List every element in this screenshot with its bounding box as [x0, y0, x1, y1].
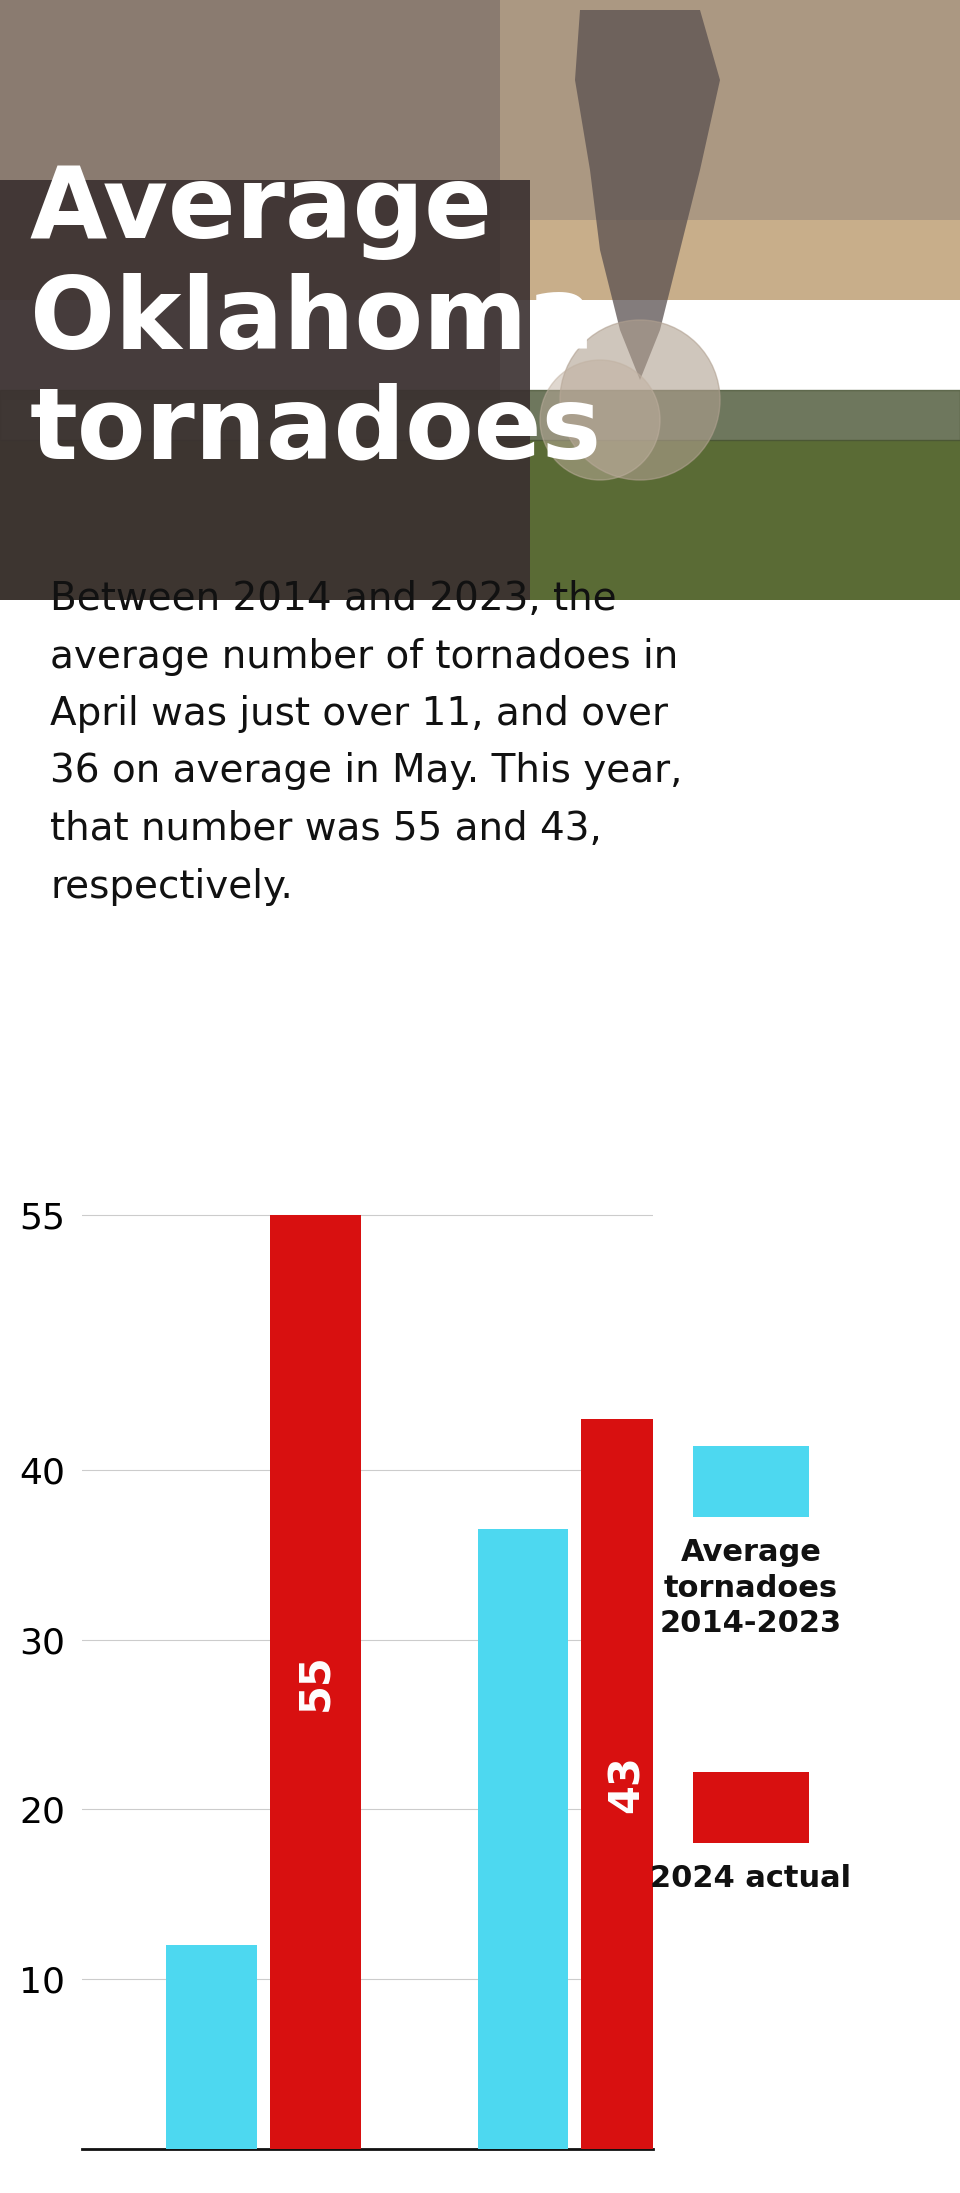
Text: Between 2014 and 2023, the
average number of tornadoes in
April was just over 11: Between 2014 and 2023, the average numbe… — [50, 579, 683, 906]
Polygon shape — [575, 11, 720, 379]
Bar — [270, 1215, 361, 2149]
Text: Average: Average — [30, 162, 493, 261]
Bar — [0, 0, 960, 300]
Bar — [166, 1945, 257, 2149]
Text: Average
tornadoes
2014-2023: Average tornadoes 2014-2023 — [660, 1537, 842, 1638]
Text: 43: 43 — [606, 1754, 648, 1814]
Text: 55: 55 — [295, 1654, 336, 1711]
Bar — [0, 441, 960, 601]
Bar — [0, 0, 500, 399]
Text: 2024 actual: 2024 actual — [651, 1864, 852, 1893]
Text: tornadoes: tornadoes — [30, 384, 602, 480]
Text: Oklahoma: Oklahoma — [30, 272, 595, 371]
Bar — [477, 1529, 568, 2149]
Circle shape — [560, 320, 720, 480]
Bar — [693, 1445, 809, 1518]
Bar — [693, 1772, 809, 1844]
Bar — [0, 180, 530, 601]
Bar — [582, 1419, 672, 2149]
Bar — [0, 0, 960, 219]
Circle shape — [540, 360, 660, 480]
